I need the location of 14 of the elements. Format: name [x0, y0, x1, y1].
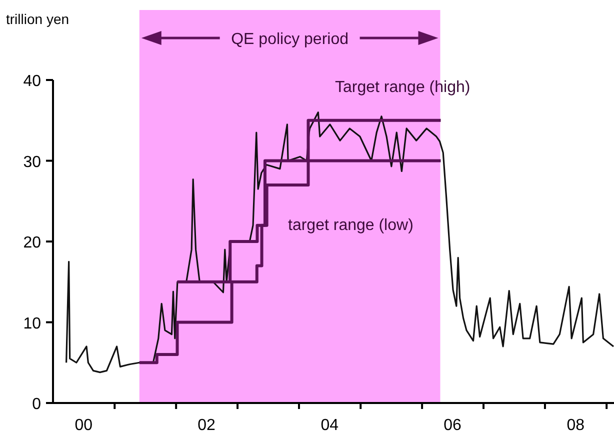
x-tick-label: 06: [444, 417, 462, 434]
y-tick-label: 40: [23, 73, 42, 90]
x-tick-label: 00: [74, 417, 93, 434]
x-tick-label: 08: [566, 417, 585, 434]
y-tick-label: 20: [23, 234, 42, 252]
x-tick-label: 02: [198, 417, 216, 434]
y-tick-label: 0: [32, 396, 42, 413]
band-label: QE policy period: [231, 31, 349, 48]
annotation: target range (low): [288, 217, 414, 234]
y-tick-label: 30: [23, 154, 42, 171]
x-tick-label: 04: [320, 417, 339, 434]
y-tick-label: 10: [23, 315, 42, 332]
annotation: Target range (high): [335, 79, 470, 96]
y-axis-title: trillion yen: [6, 11, 70, 27]
